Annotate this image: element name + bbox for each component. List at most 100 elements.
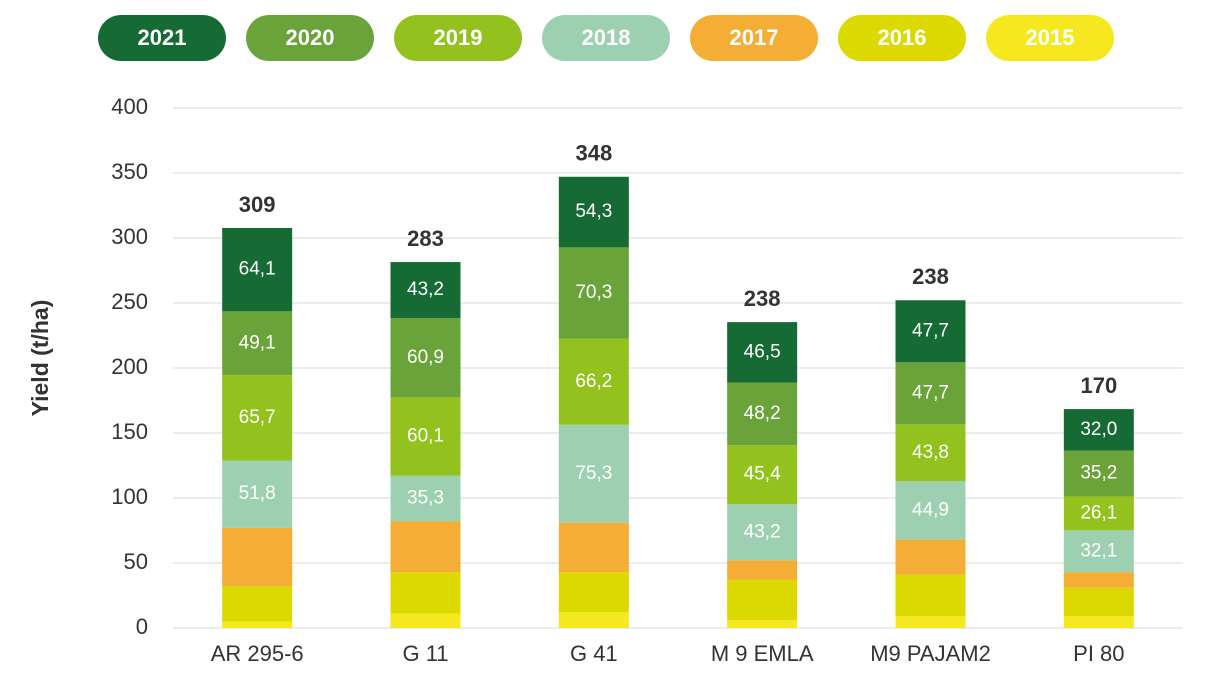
legend-label: 2017	[730, 25, 779, 50]
data-label: 43,8	[912, 442, 949, 463]
y-tick-label: 50	[124, 549, 148, 574]
data-label: 75,3	[575, 463, 612, 484]
data-label: 44,9	[912, 499, 949, 520]
x-tick-label: G 41	[570, 641, 618, 666]
bar-segment	[895, 574, 966, 617]
x-tick-label: AR 295-6	[211, 641, 304, 666]
bar-segment	[727, 560, 798, 580]
bar-segment	[1063, 450, 1134, 497]
data-label: 60,1	[407, 425, 444, 446]
legend-swatch	[690, 15, 818, 61]
data-label: 43,2	[407, 279, 444, 300]
bar-segment	[390, 397, 461, 476]
legend-label: 2018	[582, 25, 631, 50]
data-label: 49,1	[239, 332, 276, 353]
data-label: 43,2	[744, 521, 781, 542]
bar-segment	[727, 504, 798, 561]
data-label: 48,2	[744, 403, 781, 424]
bar-segment	[727, 620, 798, 628]
legend-label: 2021	[138, 25, 187, 50]
x-tick-label: G 11	[402, 641, 448, 666]
data-label: 35,3	[407, 487, 444, 508]
data-label: 70,3	[575, 282, 612, 303]
legend-swatch	[986, 15, 1114, 61]
legend-swatch	[98, 15, 226, 61]
data-label: 47,7	[912, 320, 949, 341]
bar-segment	[558, 572, 629, 613]
bar-segment	[222, 527, 293, 587]
y-tick-label: 400	[111, 94, 148, 119]
data-label: 60,9	[407, 347, 444, 368]
data-label: 32,1	[1080, 540, 1117, 561]
legend-swatch	[394, 15, 522, 61]
y-tick-label: 350	[111, 159, 148, 184]
legend-swatch	[838, 15, 966, 61]
bar-segment	[558, 424, 629, 523]
legend-label: 2015	[1026, 25, 1075, 50]
x-tick-label: M9 PAJAM2	[870, 641, 991, 666]
bar-segment	[1063, 409, 1134, 451]
bar-segment	[558, 176, 629, 248]
data-label: 46,5	[744, 341, 781, 362]
bar-segment	[390, 521, 461, 573]
legend-swatch	[246, 15, 374, 61]
bar-segment	[1063, 530, 1134, 573]
bar-segment	[390, 572, 461, 614]
bar-segment	[558, 522, 629, 573]
data-label: 26,1	[1080, 502, 1117, 523]
y-tick-label: 150	[111, 419, 148, 444]
bar-segment	[390, 262, 461, 319]
bar-segment	[895, 362, 966, 425]
bar-segment	[222, 311, 293, 376]
bar-segment	[727, 322, 798, 383]
data-label: 66,2	[575, 371, 612, 392]
data-label: 35,2	[1080, 463, 1117, 484]
y-tick-label: 200	[111, 354, 148, 379]
bar-segment	[558, 247, 629, 339]
total-label: 170	[1080, 373, 1117, 398]
total-label: 348	[575, 141, 612, 166]
legend-label: 2019	[434, 25, 483, 50]
total-label: 238	[912, 264, 949, 289]
bar-segment	[222, 586, 293, 622]
total-label: 283	[407, 226, 444, 251]
bar-segment	[895, 300, 966, 363]
bar-segment	[222, 621, 293, 628]
data-label: 32,0	[1080, 419, 1117, 440]
legend-label: 2016	[878, 25, 927, 50]
bar-segment	[558, 338, 629, 425]
bar-segment	[558, 612, 629, 628]
legend-label: 2020	[286, 25, 335, 50]
bar-segment	[895, 424, 966, 482]
bar-segment	[895, 481, 966, 540]
data-label: 65,7	[239, 407, 276, 428]
total-label: 238	[744, 286, 781, 311]
bar-segment	[390, 318, 461, 398]
bar-segment	[1063, 572, 1134, 588]
y-tick-label: 300	[111, 224, 148, 249]
data-label: 64,1	[239, 259, 276, 280]
y-tick-label: 250	[111, 289, 148, 314]
bar-segment	[390, 475, 461, 522]
data-label: 45,4	[744, 464, 781, 485]
bar-segment	[390, 613, 461, 628]
bar-segment	[895, 616, 966, 628]
data-label: 47,7	[912, 382, 949, 403]
bar-segment	[727, 445, 798, 505]
bar-segment	[1063, 496, 1134, 531]
total-label: 309	[239, 192, 276, 217]
data-label: 54,3	[575, 201, 612, 222]
x-tick-label: PI 80	[1073, 641, 1124, 666]
bar-segment	[1063, 616, 1134, 628]
bar-segment	[1063, 587, 1134, 617]
y-tick-label: 0	[136, 614, 148, 639]
y-axis-label: Yield (t/ha)	[27, 300, 53, 417]
bar-segment	[727, 579, 798, 621]
bar-segment	[895, 539, 966, 575]
legend-swatch	[542, 15, 670, 61]
data-label: 51,8	[239, 483, 276, 504]
bar-segment	[222, 375, 293, 461]
bar-segment	[222, 460, 293, 528]
x-tick-label: M 9 EMLA	[711, 641, 814, 666]
